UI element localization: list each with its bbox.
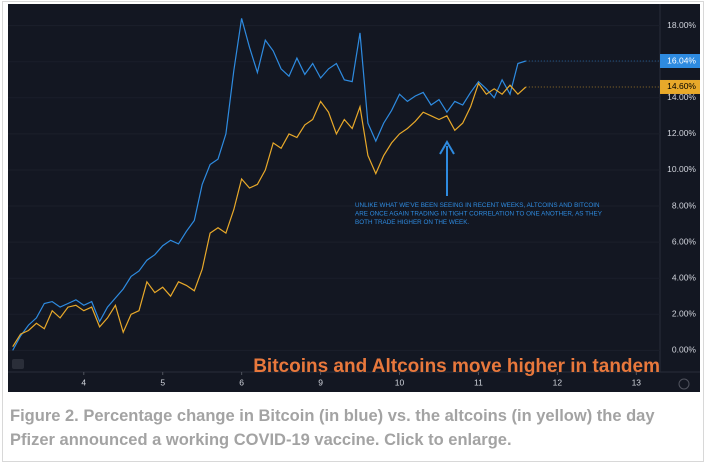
y-tick-label: 10.00% — [667, 164, 696, 174]
y-tick-label: 6.00% — [672, 236, 697, 246]
logo — [12, 359, 24, 369]
chart-title: Bitcoins and Altcoins move higher in tan… — [253, 356, 660, 377]
annotation-line: UNLIKE WHAT WE'VE BEEN SEEING IN RECENT … — [355, 202, 600, 209]
y-tick-label: 4.00% — [672, 272, 697, 282]
last-value-label: 14.60% — [667, 81, 696, 91]
x-tick-label: 6 — [239, 377, 244, 387]
last-value-tag — [660, 79, 700, 94]
chart: UNLIKE WHAT WE'VE BEEN SEEING IN RECENT … — [8, 4, 700, 392]
caption: Figure 2. Percentage change in Bitcoin (… — [10, 407, 655, 449]
y-tick-label: 2.00% — [672, 309, 697, 319]
annotation-arrowhead — [439, 140, 455, 155]
y-tick-label: 8.00% — [672, 200, 697, 210]
settings-icon — [678, 378, 690, 390]
last-value-tag — [660, 54, 700, 69]
x-tick-label: 10 — [395, 377, 405, 387]
y-tick-label: 14.00% — [667, 92, 696, 102]
annotation-line: ARE ONCE AGAIN TRADING IN TIGHT CORRELAT… — [355, 210, 603, 217]
last-value-label: 16.04% — [667, 55, 696, 65]
x-tick-label: 11 — [474, 377, 483, 387]
y-tick-label: 12.00% — [667, 128, 696, 138]
x-tick-label: 4 — [81, 377, 86, 387]
series-line — [12, 18, 526, 351]
annotation-line: BOTH TRADE HIGHER ON THE WEEK. — [355, 219, 469, 226]
x-tick-label: 12 — [553, 377, 563, 387]
x-tick-label: 9 — [318, 377, 323, 387]
x-tick-label: 5 — [160, 377, 165, 387]
x-tick-label: 13 — [632, 377, 642, 387]
annotation: UNLIKE WHAT WE'VE BEEN SEEING IN RECENT … — [355, 202, 603, 226]
plot-area — [8, 18, 660, 351]
y-tick-label: 0.00% — [672, 345, 697, 355]
series-line — [12, 82, 527, 348]
y-tick-label: 18.00% — [667, 20, 696, 30]
